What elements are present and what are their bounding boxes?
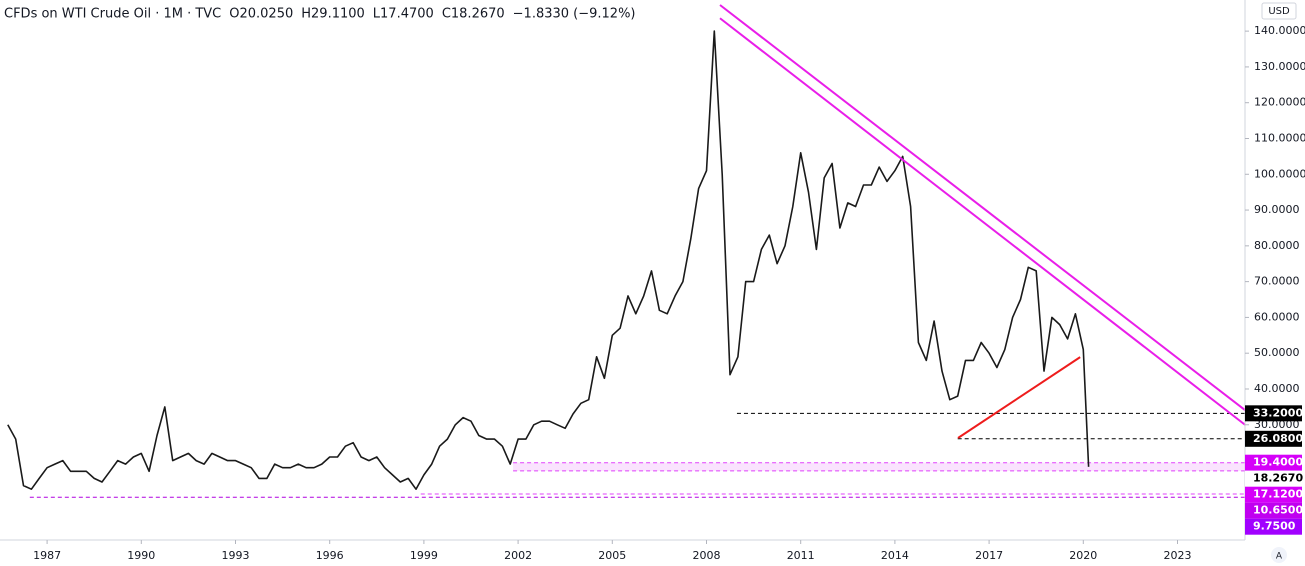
x-tick-label: 2014 (881, 549, 909, 562)
level-label-bg (1245, 470, 1302, 487)
x-tick-label: 2008 (692, 549, 720, 562)
level-label: 10.6500 (1253, 504, 1303, 517)
trendline (719, 4, 1246, 411)
x-tick-label: 2020 (1069, 549, 1097, 562)
x-tick-label: 2023 (1163, 549, 1191, 562)
x-tick-label: 1987 (33, 549, 61, 562)
y-tick-label: 140.0000 (1254, 24, 1305, 37)
zone (513, 462, 1245, 471)
level-label: 18.2670 (1253, 472, 1303, 485)
trendline (719, 17, 1246, 426)
y-tick-label: 100.0000 (1254, 167, 1305, 180)
level-label-bg (1245, 518, 1302, 535)
y-tick-label: 50.0000 (1254, 346, 1300, 359)
plot-area (7, 4, 1246, 498)
ohlc-value: L17.4700 (373, 7, 434, 22)
ohlc-value: C18.2670 (442, 7, 505, 22)
price-line (7, 30, 1090, 490)
y-tick-label: 110.0000 (1254, 131, 1305, 144)
trendline (957, 356, 1081, 439)
level-label-bg (1245, 502, 1302, 519)
scale-mode[interactable]: A (1276, 552, 1283, 562)
y-tick-label: 120.0000 (1254, 96, 1305, 109)
currency-box[interactable] (1261, 2, 1297, 20)
x-tick-label: 1993 (221, 549, 249, 562)
level-label-bg (1245, 486, 1302, 503)
ohlc-value: H29.1100 (301, 7, 365, 22)
ohlc-value: −1.8330 (−9.12%) (513, 7, 636, 22)
x-tick-label: 2005 (598, 549, 626, 562)
y-tick-label: 130.0000 (1254, 60, 1305, 73)
y-tick-label: 60.0000 (1254, 310, 1300, 323)
level-label-bg (1245, 405, 1302, 422)
chart-title: CFDs on WTI Crude Oil · 1M · TVC (4, 7, 221, 22)
level-label: 19.4000 (1253, 456, 1303, 469)
x-tick-label: 2002 (504, 549, 532, 562)
x-tick-label: 2011 (787, 549, 815, 562)
x-tick-label: 1999 (410, 549, 438, 562)
level-label-bg (1245, 430, 1302, 447)
x-tick-label: 2017 (975, 549, 1003, 562)
scale-mode-bg[interactable] (1271, 547, 1287, 563)
currency[interactable]: USD (1268, 6, 1290, 17)
y-tick-label: 70.0000 (1254, 275, 1300, 288)
y-tick-label: 90.0000 (1254, 203, 1300, 216)
level-label: 17.1200 (1253, 488, 1303, 501)
x-tick-label: 1990 (127, 549, 155, 562)
level-label: 26.0800 (1253, 432, 1303, 445)
level-label: 9.7500 (1253, 520, 1296, 533)
level-label-bg (1245, 454, 1302, 471)
y-tick-label: 40.0000 (1254, 382, 1300, 395)
level-label: 33.2000 (1253, 406, 1303, 419)
y-tick-label: 80.0000 (1254, 239, 1300, 252)
x-tick-label: 1996 (316, 549, 344, 562)
ohlc-value: O20.0250 (229, 7, 293, 22)
